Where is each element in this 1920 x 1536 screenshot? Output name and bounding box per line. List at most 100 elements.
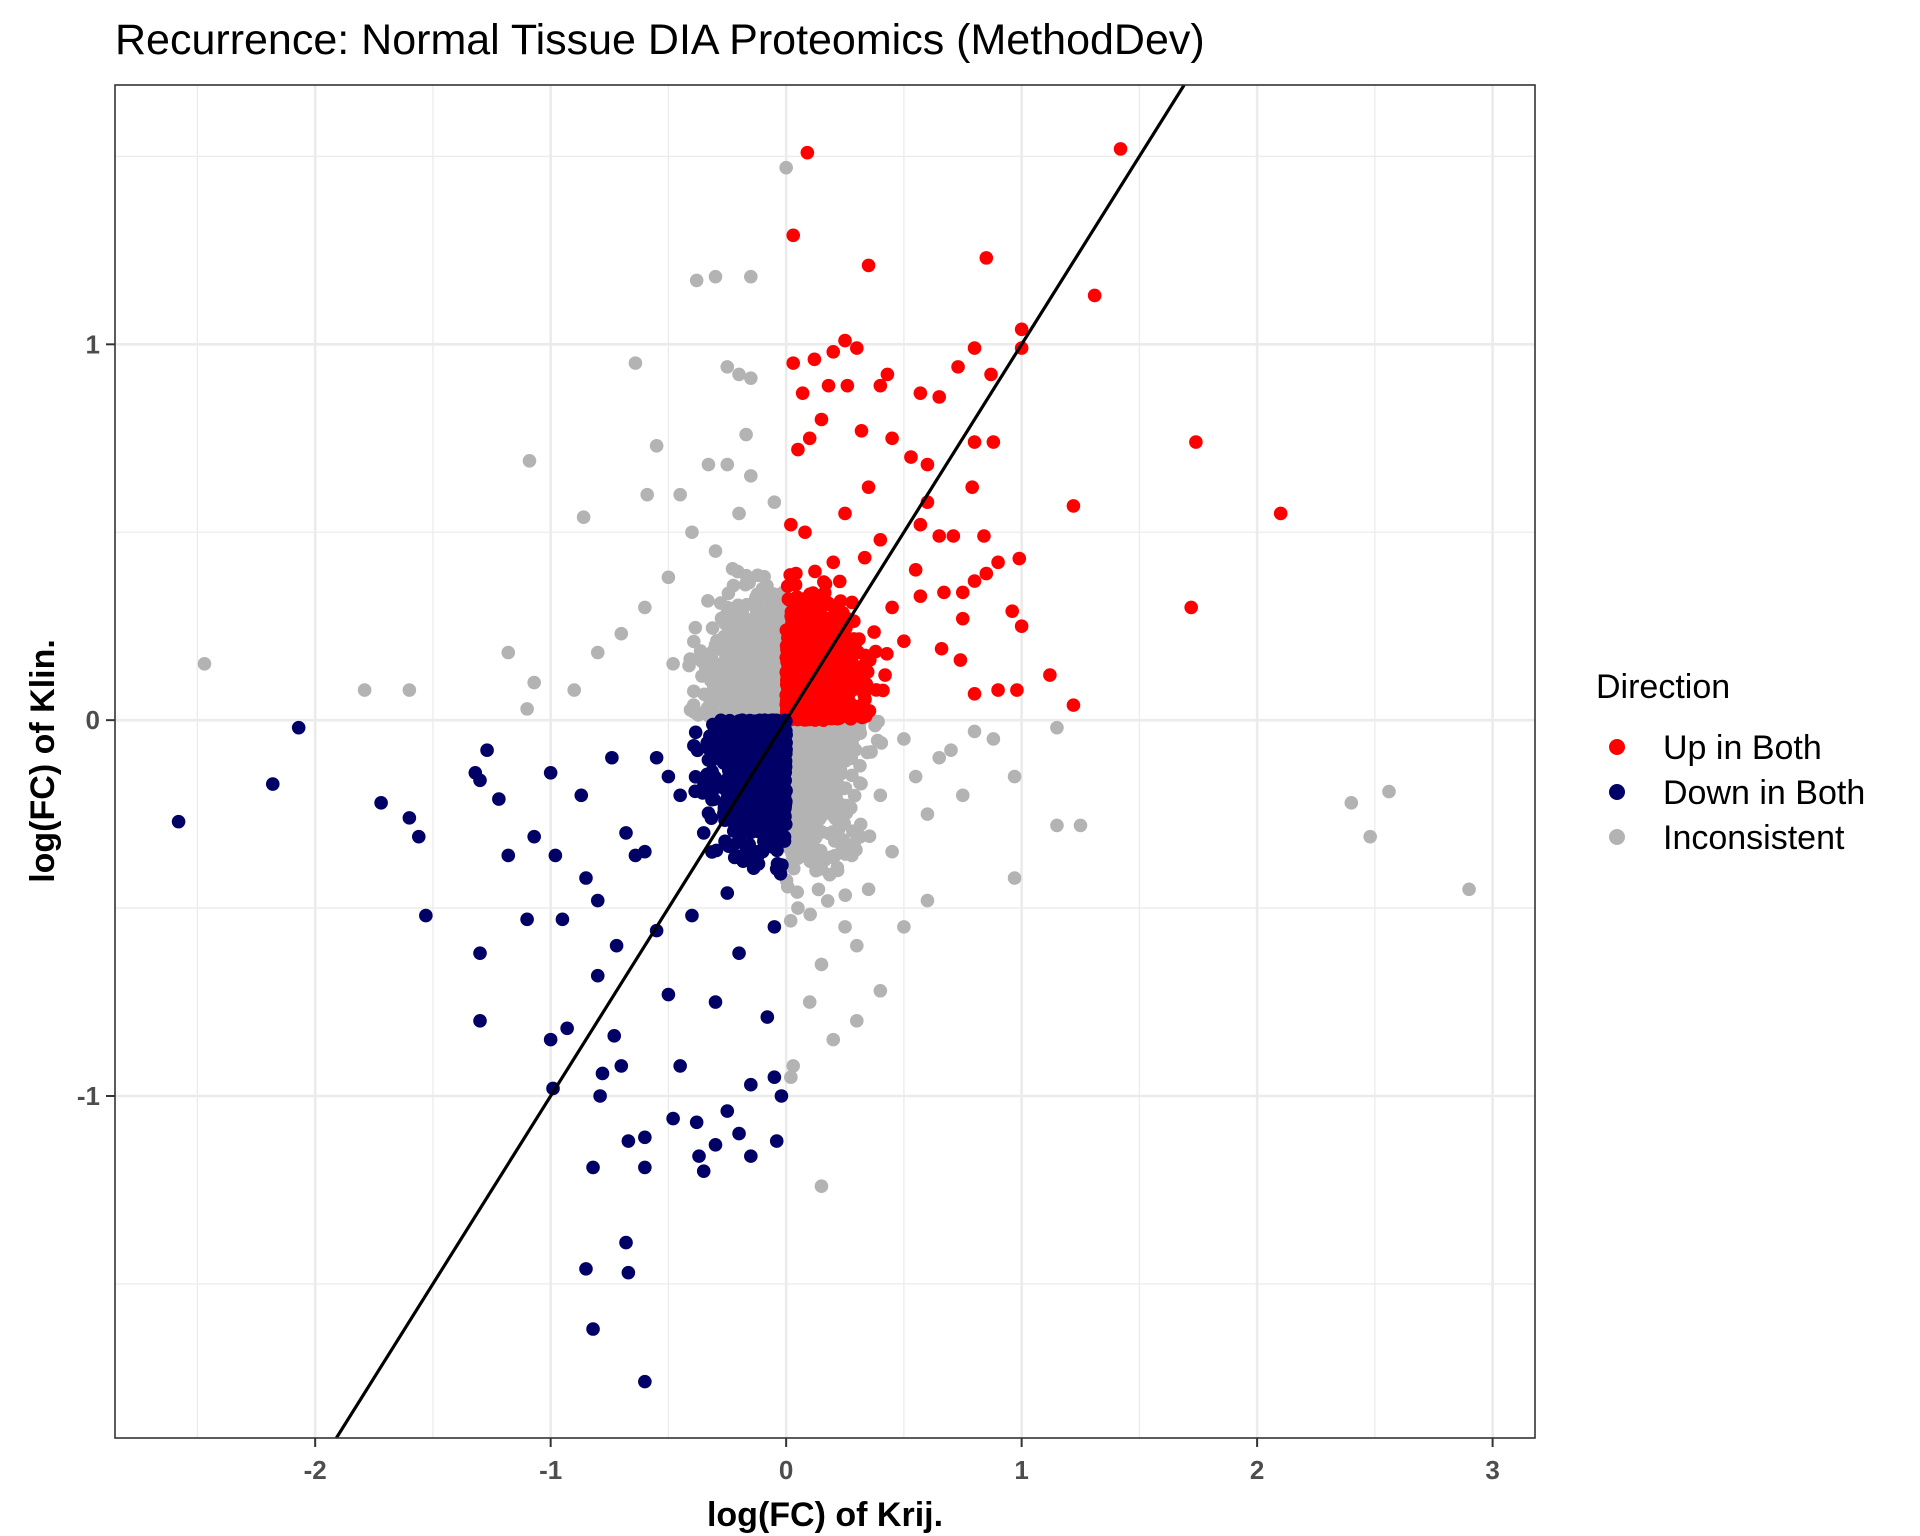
inconsistent-point xyxy=(743,613,757,627)
down-in-both-point xyxy=(579,871,593,885)
inconsistent-point xyxy=(835,742,849,757)
inconsistent-point xyxy=(862,829,877,844)
up-in-both-point xyxy=(937,585,951,600)
up-in-both-point xyxy=(820,694,835,708)
down-in-both-point xyxy=(291,720,306,735)
inconsistent-point xyxy=(640,487,655,502)
up-in-both-point xyxy=(1273,506,1288,521)
inconsistent-point xyxy=(742,575,756,590)
inconsistent-point xyxy=(687,634,701,649)
x-tick-label: -1 xyxy=(539,1455,562,1485)
up-in-both-point xyxy=(904,450,918,464)
inconsistent-point xyxy=(708,663,722,677)
inconsistent-point xyxy=(849,1014,864,1028)
down-in-both-point xyxy=(703,785,717,799)
down-in-both-point xyxy=(688,725,703,740)
down-in-both-point xyxy=(543,765,558,780)
down-in-both-point xyxy=(732,849,747,864)
up-in-both-point xyxy=(786,356,801,370)
inconsistent-point xyxy=(520,702,534,716)
down-in-both-point xyxy=(543,1032,558,1047)
up-in-both-point xyxy=(845,595,859,610)
inconsistent-point xyxy=(708,269,723,284)
down-in-both-point xyxy=(638,1160,652,1175)
down-in-both-point xyxy=(764,765,779,779)
up-in-both-point xyxy=(1010,683,1024,697)
up-in-both-point xyxy=(1087,288,1102,303)
up-in-both-point xyxy=(953,653,968,667)
up-in-both-point xyxy=(834,662,848,676)
inconsistent-point xyxy=(811,882,826,897)
inconsistent-point xyxy=(805,741,820,756)
inconsistent-point xyxy=(1382,784,1396,799)
inconsistent-point xyxy=(847,837,861,851)
inconsistent-point xyxy=(986,732,1001,746)
inconsistent-point xyxy=(820,894,835,908)
inconsistent-point xyxy=(873,983,888,998)
inconsistent-point xyxy=(761,697,776,712)
inconsistent-point xyxy=(1050,818,1064,833)
down-in-both-point xyxy=(649,750,664,765)
up-in-both-point xyxy=(817,620,831,635)
inconsistent-point xyxy=(744,269,758,284)
inconsistent-point xyxy=(501,645,516,660)
chart-title: Recurrence: Normal Tissue DIA Proteomics… xyxy=(115,16,1205,64)
up-in-both-point xyxy=(818,577,833,591)
inconsistent-point xyxy=(732,506,746,521)
up-in-both-point xyxy=(873,532,888,547)
inconsistent-point xyxy=(847,788,862,803)
down-in-both-point xyxy=(579,1262,593,1276)
up-in-both-point xyxy=(793,646,808,661)
down-in-both-point xyxy=(621,1265,636,1280)
inconsistent-point xyxy=(920,893,935,908)
down-in-both-point xyxy=(614,1059,629,1073)
up-in-both-point xyxy=(880,647,894,661)
down-in-both-point xyxy=(773,717,788,732)
inconsistent-point xyxy=(853,758,867,773)
up-in-both-point xyxy=(844,670,859,685)
up-in-both-point xyxy=(779,623,794,637)
legend-title: Direction xyxy=(1596,668,1730,706)
legend-key-marker xyxy=(1609,784,1625,800)
down-in-both-point xyxy=(619,1235,633,1250)
up-in-both-point xyxy=(838,333,852,348)
up-in-both-point xyxy=(986,435,1001,449)
up-in-both-point xyxy=(955,611,970,626)
down-in-both-point xyxy=(761,754,776,769)
inconsistent-point xyxy=(885,844,899,859)
inconsistent-point xyxy=(810,807,824,822)
down-in-both-point xyxy=(739,824,753,839)
down-in-both-point xyxy=(605,750,619,765)
down-in-both-point xyxy=(778,727,792,742)
down-in-both-point xyxy=(473,946,487,960)
y-axis-title: log(FC) of Klin. xyxy=(24,639,62,883)
up-in-both-point xyxy=(967,574,982,588)
inconsistent-point xyxy=(838,754,853,768)
inconsistent-point xyxy=(803,784,818,799)
inconsistent-point xyxy=(1007,769,1022,784)
up-in-both-point xyxy=(867,625,881,639)
inconsistent-point xyxy=(661,570,676,585)
up-in-both-point xyxy=(965,480,979,494)
inconsistent-point xyxy=(1363,829,1377,844)
inconsistent-point xyxy=(720,600,735,615)
up-in-both-point xyxy=(859,709,873,723)
up-in-both-point xyxy=(798,632,813,646)
up-in-both-point xyxy=(860,665,875,679)
inconsistent-point xyxy=(614,626,629,641)
inconsistent-point xyxy=(727,614,742,628)
inconsistent-point xyxy=(666,656,680,671)
down-in-both-point xyxy=(732,1126,746,1141)
inconsistent-point xyxy=(697,687,712,702)
down-in-both-point xyxy=(692,1149,706,1163)
up-in-both-point xyxy=(846,632,861,646)
down-in-both-point xyxy=(473,773,487,788)
down-in-both-point xyxy=(737,759,751,774)
inconsistent-point xyxy=(826,1032,841,1047)
inconsistent-point xyxy=(705,621,720,635)
down-in-both-point xyxy=(689,1115,704,1130)
up-in-both-point xyxy=(897,634,911,649)
y-tick-label: -1 xyxy=(77,1081,100,1111)
up-in-both-point xyxy=(830,620,844,634)
inconsistent-point xyxy=(708,638,723,652)
